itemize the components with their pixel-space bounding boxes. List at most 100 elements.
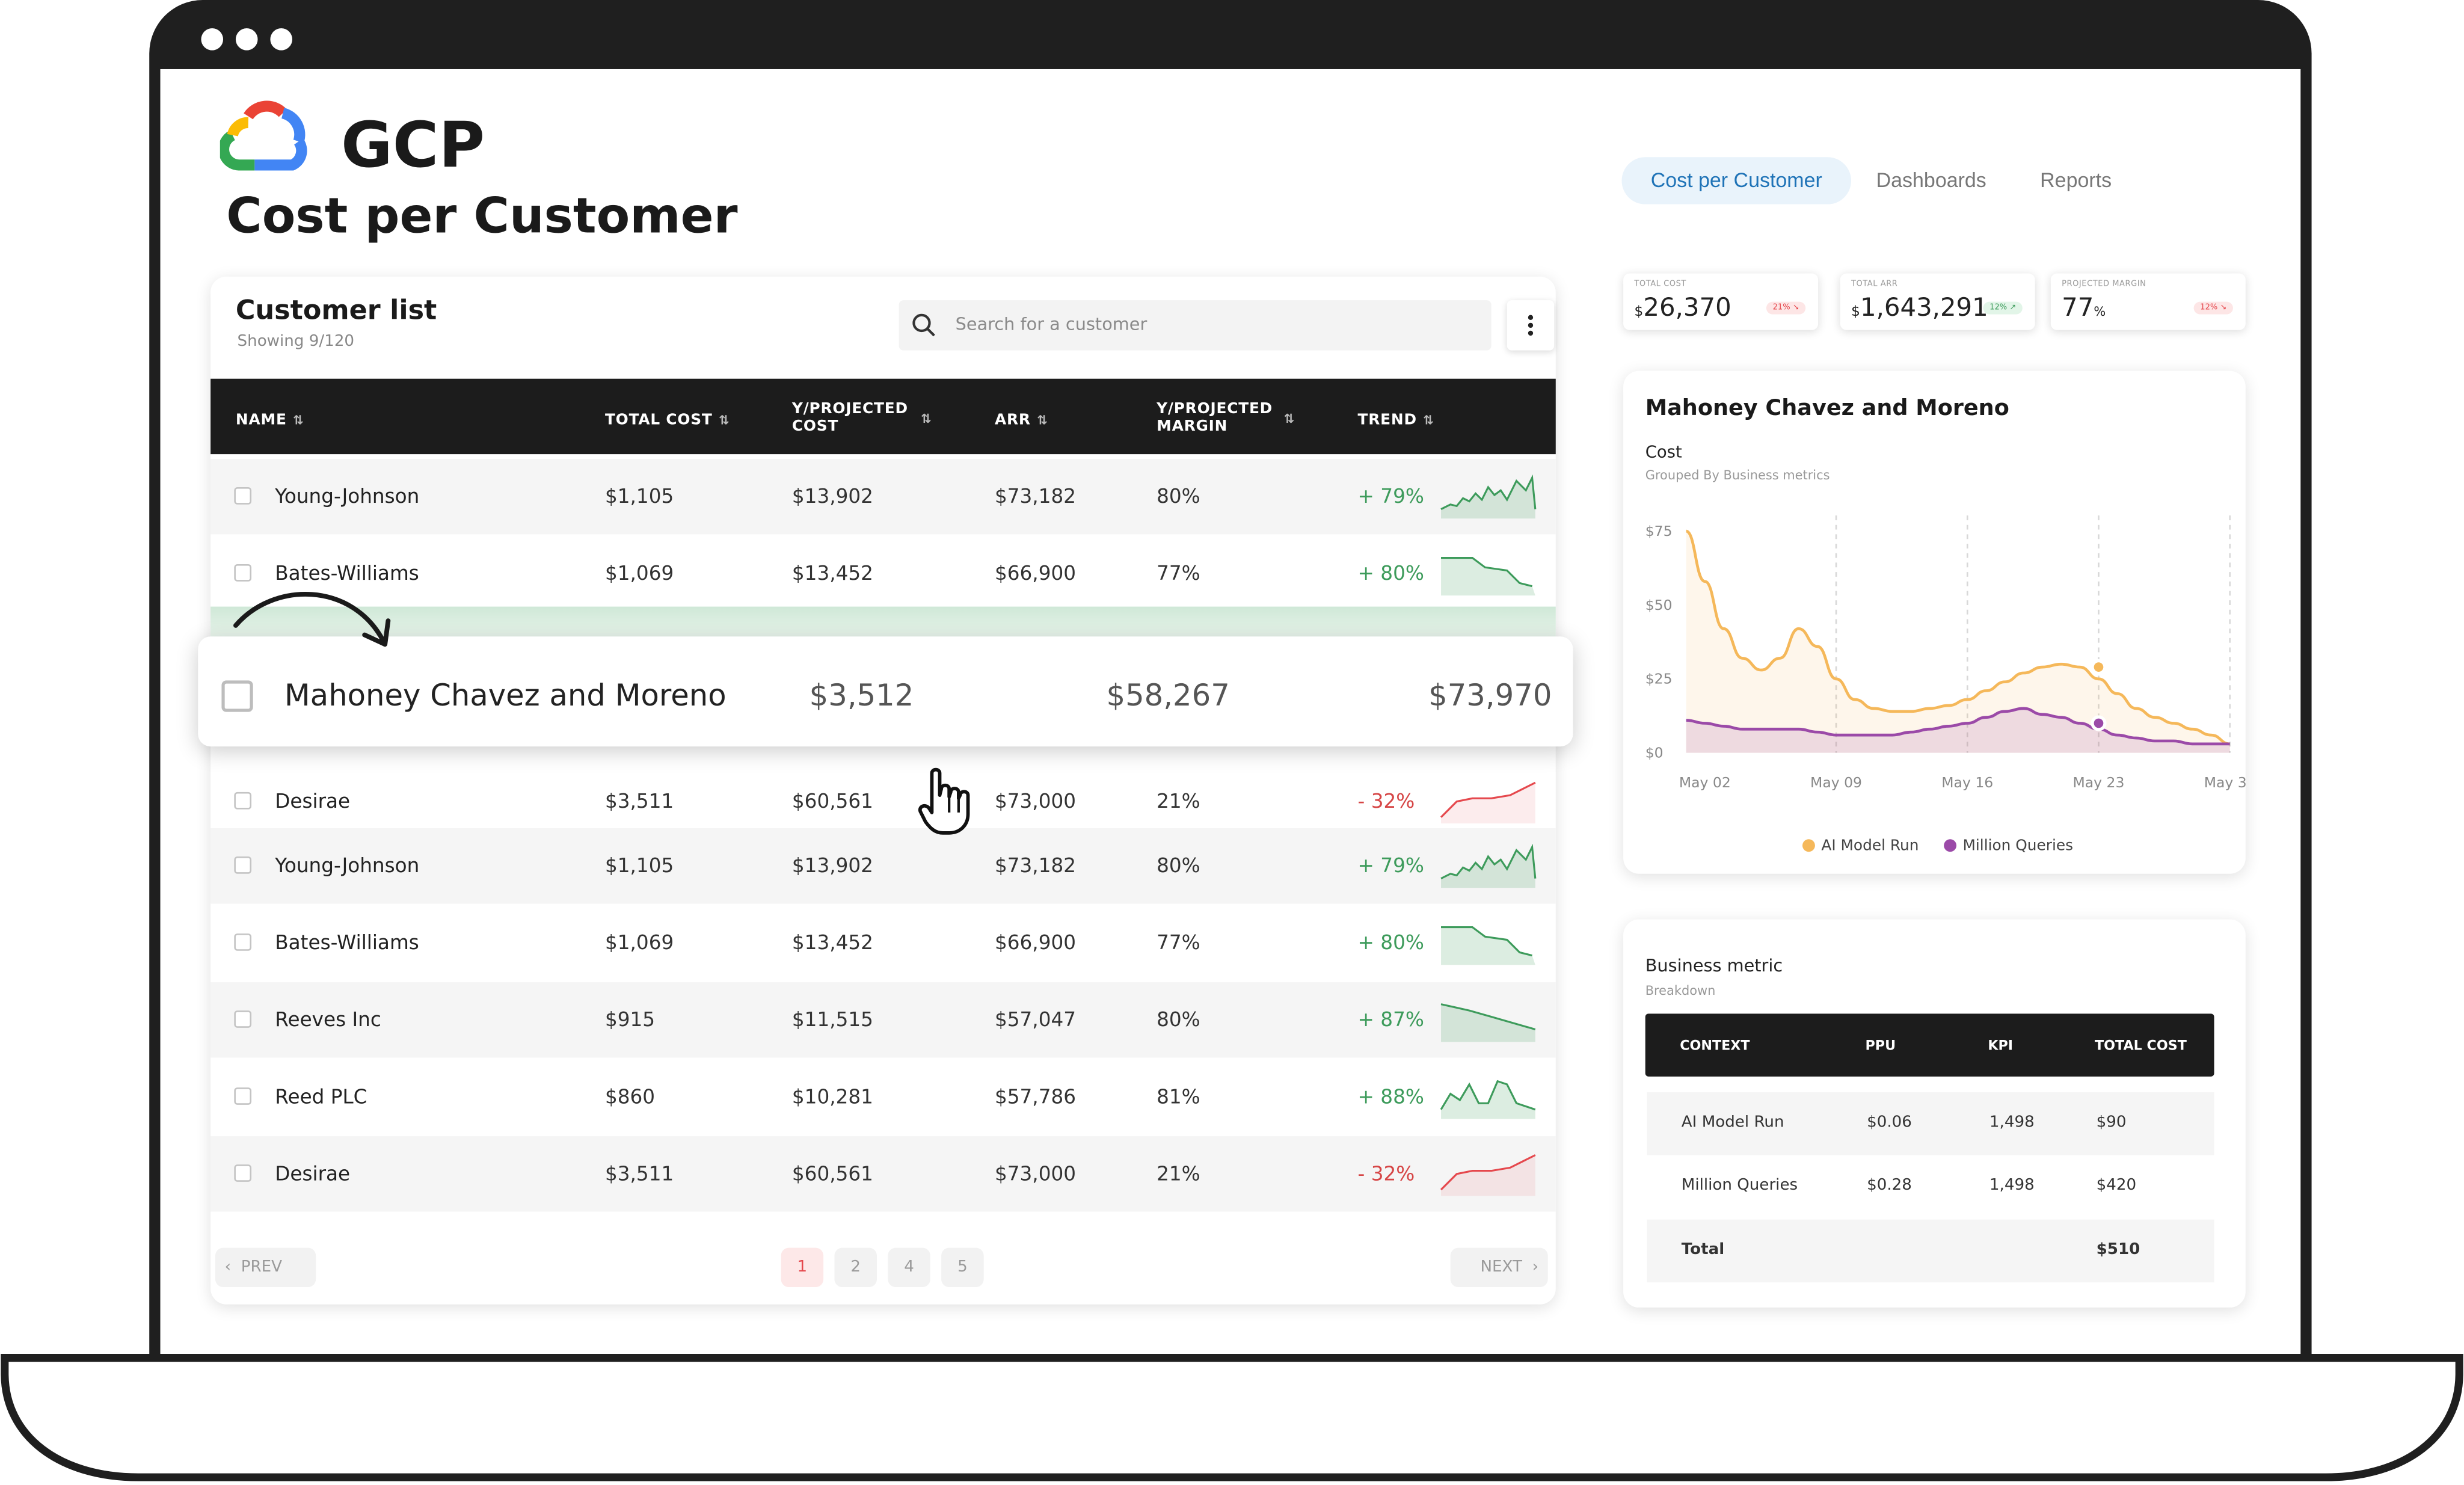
cell-margin: 21%: [1157, 1161, 1200, 1185]
page-button-1[interactable]: 1: [781, 1247, 824, 1287]
sparkline-area: [1441, 478, 1535, 519]
cell-arr: $57,786: [994, 1084, 1077, 1108]
gcp-cloud-logo-icon: [220, 100, 307, 171]
trend-sparkline: [1440, 844, 1537, 888]
legend-label: AI Model Run: [1821, 837, 1919, 854]
series-area-0: [1686, 531, 2230, 753]
kpi-total-arr: TOTAL ARR $1,643,291 12% ↗: [1840, 273, 2035, 330]
tab-dashboards[interactable]: Dashboards: [1876, 168, 1986, 192]
trend-sparkline: [1440, 1003, 1536, 1042]
series-area-1: [1686, 708, 2230, 753]
sparkline-area: [1441, 782, 1535, 824]
cell-trend: + 80%: [1357, 561, 1424, 585]
sort-icon[interactable]: ⇅: [921, 411, 932, 426]
cell-name: Reeves Inc: [275, 1007, 381, 1032]
sparkline-line: [1440, 1080, 1536, 1111]
highlighted-arr: $73,970: [1428, 678, 1552, 714]
table-row[interactable]: Desirae $3,511 $60,561 $73,000 21% - 32%: [210, 764, 1556, 839]
cell-total-cost: $860: [604, 1084, 656, 1108]
column-header-trend[interactable]: TREND ⇅: [1357, 411, 1434, 429]
table-row[interactable]: Young-Johnson $1,105 $13,902 $73,182 80% + 79…: [210, 458, 1556, 535]
row-checkbox[interactable]: [234, 792, 252, 810]
highlighted-customer-row[interactable]: Mahoney Chavez and Moreno $3,512 $58,267…: [198, 636, 1573, 747]
table-row[interactable]: Desirae $3,511 $60,561 $73,000 21% - 32%: [210, 1136, 1556, 1212]
sparkline-area: [1441, 1155, 1535, 1196]
row-checkbox[interactable]: [234, 1010, 252, 1028]
window-dot-icon: [235, 28, 258, 51]
row-checkbox[interactable]: [234, 933, 252, 951]
column-header-arr[interactable]: ARR ⇅: [994, 411, 1048, 429]
page-button-4[interactable]: 4: [888, 1247, 930, 1287]
row-checkbox[interactable]: [234, 856, 252, 874]
bm-row-ai-model-run: AI Model Run $0.06 1,498 $90: [1647, 1092, 2214, 1155]
sparkline-area: [1441, 847, 1535, 888]
cell-total-cost: $1,069: [604, 561, 674, 585]
trend-sparkline: [1441, 557, 1535, 596]
kpi-change-badge: 12% ↗: [1983, 301, 2023, 315]
table-row[interactable]: Reed PLC $860 $10,281 $57,786 81% + 88%: [210, 1059, 1556, 1134]
cell-arr: $73,182: [994, 853, 1077, 877]
bm-total-label: Total: [1681, 1241, 1725, 1259]
cell-name: Bates-Williams: [275, 561, 419, 585]
sort-icon[interactable]: ⇅: [1283, 411, 1295, 426]
page-button-5[interactable]: 5: [941, 1247, 984, 1287]
table-row[interactable]: Young-Johnson $1,105 $13,902 $73,182 80% + 79…: [210, 828, 1556, 904]
cell-name: Bates-Williams: [275, 930, 419, 955]
row-highlight-band: [210, 606, 1556, 638]
page-title: Cost per Customer: [226, 188, 738, 245]
bm-column-kpi: KPI: [1988, 1039, 2014, 1055]
column-header-name[interactable]: NAME ⇅: [235, 411, 304, 429]
screen: GCP Cost per Customer Cost per Customer …: [160, 69, 2301, 1358]
cell-margin: 77%: [1157, 561, 1200, 585]
customer-table-header: NAME ⇅ TOTAL COST ⇅ Y/PROJECTED COST ⇅ ARR…: [210, 378, 1556, 455]
tab-reports[interactable]: Reports: [2040, 168, 2112, 192]
cell-projected-cost: $13,902: [791, 484, 873, 508]
kpi-value: 1,643,291: [1860, 292, 1988, 322]
kpi-unit: %: [2094, 304, 2106, 319]
cell-total-cost: $1,105: [604, 484, 674, 508]
bm-row-total: Total $510: [1647, 1219, 2214, 1283]
table-row[interactable]: Bates-Williams $1,069 $13,452 $66,900 77% + 8…: [210, 536, 1556, 611]
bm-cell-context: AI Model Run: [1681, 1114, 1784, 1132]
kpi-projected-margin: PROJECTED MARGIN 77% 12% ↘: [2050, 273, 2246, 330]
highlighted-projected-cost: $58,267: [1106, 678, 1230, 714]
sparkline-line: [1441, 557, 1532, 588]
more-options-button[interactable]: [1507, 300, 1555, 351]
brand-name: GCP: [340, 109, 485, 183]
sparkline-area: [1441, 927, 1535, 965]
column-header-projected-cost[interactable]: Y/PROJECTED COST: [791, 401, 908, 435]
table-row[interactable]: Reeves Inc $915 $11,515 $57,047 80% + 87%: [210, 982, 1556, 1058]
business-metric-header: CONTEXT PPU KPI TOTAL COST: [1645, 1013, 2214, 1077]
customer-list-subtitle: Showing 9/120: [237, 333, 355, 351]
cell-projected-cost: $10,281: [791, 1084, 873, 1108]
row-checkbox[interactable]: [234, 1087, 252, 1105]
cost-area-chart: $75 $50 $25 $0 May 02 May 09 May 16 May 23 May 3…: [1645, 515, 2246, 854]
next-page-button[interactable]: NEXT ›: [1450, 1247, 1548, 1287]
bm-column-ppu: PPU: [1865, 1039, 1896, 1055]
row-checkbox[interactable]: [234, 564, 252, 582]
bm-cell-context: Million Queries: [1681, 1177, 1798, 1194]
bm-cell-ppu: $0.06: [1867, 1114, 1912, 1132]
column-header-projected-margin[interactable]: Y/PROJECTED MARGIN: [1157, 401, 1273, 435]
cell-trend: + 87%: [1357, 1007, 1424, 1032]
legend-swatch: [1802, 839, 1815, 852]
table-row[interactable]: Bates-Williams $1,069 $13,452 $66,900 77% + 8…: [210, 905, 1556, 980]
row-checkbox[interactable]: [234, 1164, 252, 1182]
cell-trend: + 79%: [1357, 853, 1424, 877]
prev-page-button[interactable]: ‹ PREV: [215, 1247, 316, 1287]
kpi-label: TOTAL ARR: [1851, 280, 1898, 289]
row-checkbox[interactable]: [234, 487, 252, 505]
column-header-total-cost[interactable]: TOTAL COST ⇅: [604, 411, 730, 429]
page-button-2[interactable]: 2: [834, 1247, 877, 1287]
cell-projected-cost: $13,452: [791, 930, 873, 955]
chart-title: Cost: [1645, 443, 1682, 463]
tab-cost-per-customer[interactable]: Cost per Customer: [1621, 157, 1851, 204]
search-icon: [912, 313, 935, 337]
search-placeholder: Search for a customer: [955, 314, 1148, 335]
trend-sparkline: [1441, 926, 1535, 965]
search-input[interactable]: Search for a customer: [899, 300, 1492, 351]
row-checkbox[interactable]: [221, 680, 253, 712]
cell-total-cost: $3,511: [604, 1161, 674, 1185]
cell-trend: - 32%: [1357, 789, 1415, 813]
cell-projected-cost: $13,902: [791, 853, 873, 877]
